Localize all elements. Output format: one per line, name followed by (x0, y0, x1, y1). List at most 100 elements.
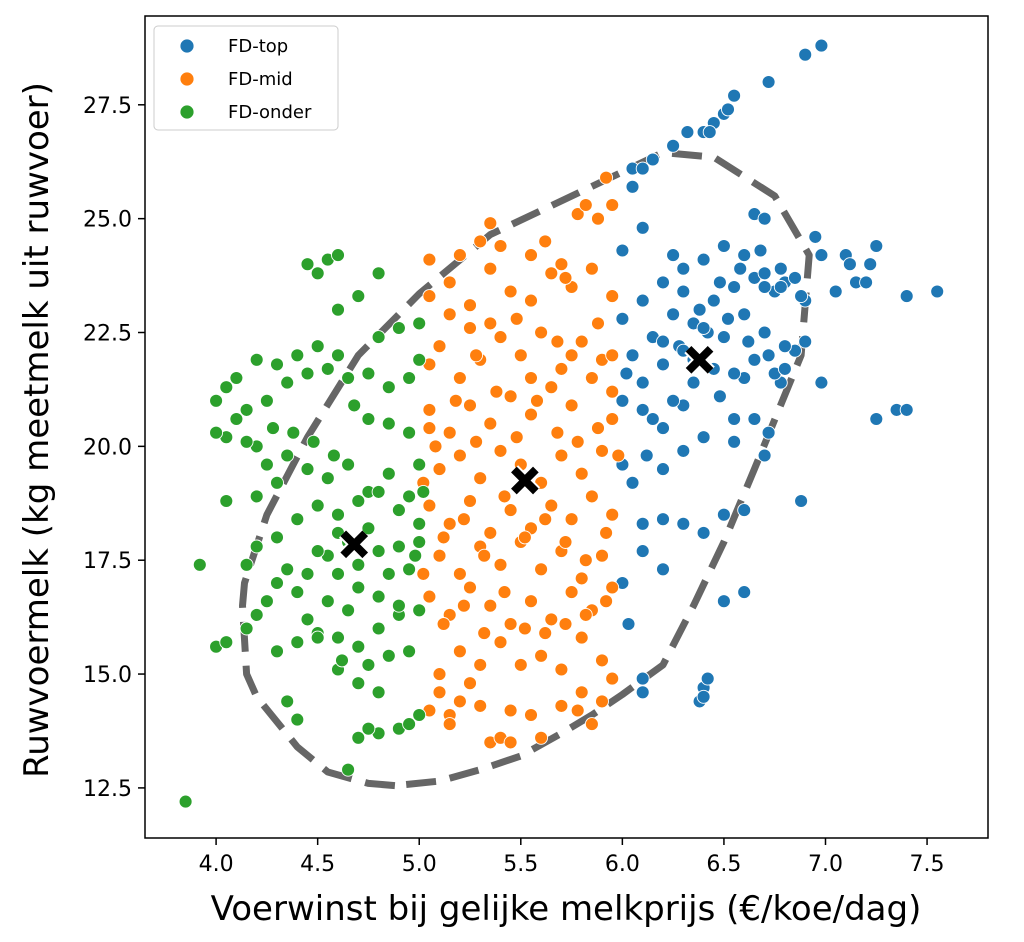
point-fd-mid (509, 311, 524, 326)
point-fd-onder (361, 366, 376, 381)
point-fd-onder (402, 489, 417, 504)
y-axis: 12.5 15.0 17.5 20.0 22.5 25.0 27.5 (83, 94, 145, 802)
point-fd-mid (538, 626, 553, 641)
point-fd-top (863, 257, 878, 272)
point-fd-mid (483, 316, 498, 331)
point-fd-mid (503, 617, 518, 631)
point-fd-mid (489, 384, 504, 399)
point-fd-mid (574, 630, 589, 645)
point-fd-top (666, 138, 681, 153)
point-fd-onder (290, 585, 305, 600)
point-fd-onder (331, 566, 345, 581)
point-fd-mid (473, 698, 488, 713)
point-fd-onder (351, 730, 366, 745)
point-fd-onder (310, 498, 325, 513)
point-fd-top (727, 412, 742, 426)
point-fd-onder (341, 603, 356, 618)
centroid-marker-fd-onder (338, 529, 370, 560)
point-fd-top (747, 412, 762, 426)
point-fd-top (696, 321, 711, 335)
point-fd-onder (239, 557, 254, 572)
point-fd-mid (503, 735, 518, 750)
point-fd-mid (578, 607, 593, 622)
point-fd-onder (402, 562, 417, 577)
point-fd-top (625, 179, 640, 194)
point-fd-top (814, 375, 829, 390)
point-fd-top (716, 239, 731, 253)
point-fd-onder (351, 494, 366, 508)
point-fd-mid (473, 471, 488, 486)
point-fd-top (777, 339, 792, 354)
point-fd-mid (584, 371, 599, 385)
point-fd-top (761, 425, 776, 440)
point-fd-mid (503, 389, 518, 404)
point-fd-top (733, 261, 748, 276)
point-fd-top (737, 585, 752, 600)
point-fd-mid (442, 275, 457, 290)
point-fd-mid (534, 730, 549, 745)
point-fd-mid (538, 512, 553, 527)
point-fd-mid (503, 503, 518, 518)
point-fd-top (788, 270, 802, 285)
point-fd-top (727, 88, 742, 103)
point-fd-top (635, 161, 650, 176)
point-fd-mid (564, 348, 579, 363)
point-fd-mid (605, 580, 620, 595)
point-fd-top (696, 430, 711, 445)
point-fd-top (676, 516, 691, 531)
point-fd-onder (391, 598, 406, 613)
point-fd-mid (442, 516, 457, 531)
point-fd-onder (371, 484, 386, 499)
point-fd-mid (517, 530, 532, 545)
point-fd-onder (361, 521, 376, 536)
point-fd-mid (432, 667, 447, 682)
point-fd-mid (591, 211, 605, 226)
point-fd-mid (483, 261, 498, 276)
point-fd-top (716, 594, 731, 609)
point-fd-top (696, 252, 711, 267)
point-fd-onder (280, 694, 295, 709)
point-fd-onder (412, 535, 427, 549)
point-fd-top (625, 348, 640, 363)
point-fd-mid (493, 239, 508, 253)
point-fd-top (635, 671, 650, 686)
legend-label-fd-mid: FD-mid (228, 69, 293, 90)
point-fd-onder (412, 352, 427, 367)
point-fd-onder (371, 266, 386, 281)
point-fd-top (721, 102, 735, 117)
point-fd-onder (381, 416, 396, 431)
point-fd-mid (524, 248, 538, 263)
point-fd-top (696, 689, 711, 704)
point-fd-mid (442, 307, 457, 322)
point-fd-mid (558, 535, 573, 549)
point-fd-onder (331, 248, 345, 263)
point-fd-mid (473, 657, 488, 672)
point-fd-mid (463, 398, 477, 413)
point-fd-onder (351, 676, 366, 691)
point-fd-top (645, 412, 660, 426)
point-fd-top (794, 289, 809, 304)
point-fd-top (700, 671, 715, 686)
point-fd-onder (402, 371, 417, 385)
point-fd-mid (463, 298, 477, 313)
point-fd-top (615, 393, 630, 408)
point-fd-mid (550, 425, 565, 440)
point-fd-mid (432, 685, 447, 700)
point-fd-mid (524, 293, 538, 308)
point-fd-mid (493, 635, 508, 650)
point-fd-mid (452, 371, 467, 385)
point-fd-top (656, 512, 670, 527)
point-fd-mid (448, 393, 463, 408)
point-fd-onder (341, 371, 356, 385)
point-fd-onder (259, 594, 274, 609)
y-tick-label: 27.5 (83, 94, 132, 119)
point-fd-mid (544, 380, 559, 395)
x-tick-label: 6.5 (706, 852, 741, 877)
point-fd-onder (391, 539, 406, 554)
boundary-outline (239, 149, 813, 790)
point-fd-top (676, 443, 691, 458)
point-fd-onder (320, 361, 335, 376)
point-fd-onder (239, 621, 254, 636)
point-fd-onder (381, 648, 396, 663)
point-fd-mid (503, 703, 518, 718)
